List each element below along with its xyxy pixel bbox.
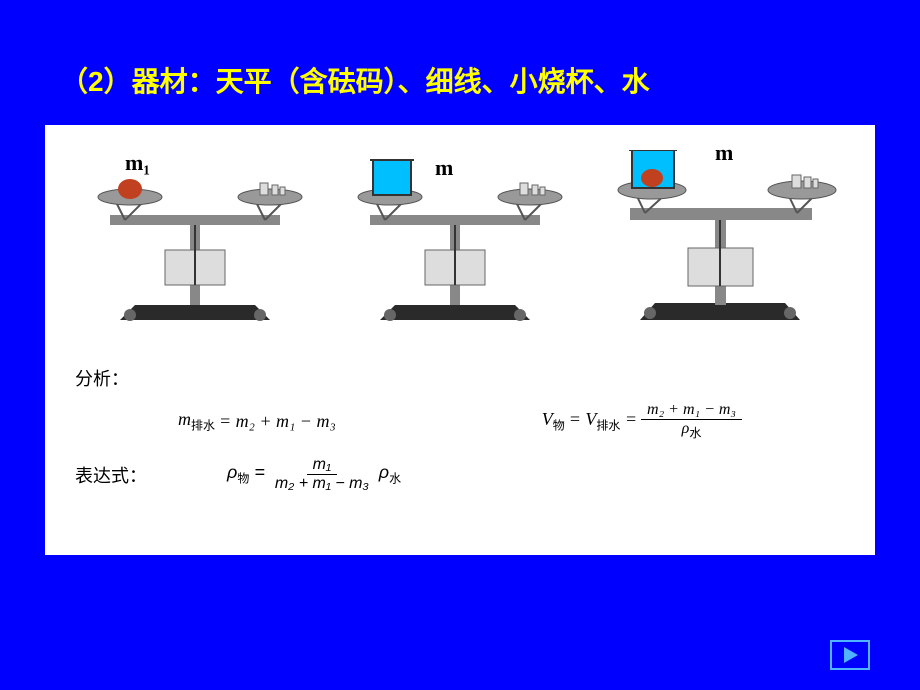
scale-2-label: m xyxy=(435,155,453,181)
scales-row: m₁ xyxy=(55,135,865,325)
content-panel: m₁ xyxy=(45,125,875,555)
formula-row-1: m排水 = m₂ + m₁ − m₃ V物 = V排水 = m₂ + m₁ − … xyxy=(75,401,845,441)
expression-label: 表达式： xyxy=(75,462,147,488)
formula-v-object: V物 = V排水 = m₂ + m₁ − m₃ ρ水 xyxy=(542,401,742,441)
balance-scale-icon xyxy=(80,155,310,325)
scale-2: m xyxy=(340,155,570,325)
scale-1-label: m₁ xyxy=(125,150,150,176)
analysis-label: 分析： xyxy=(75,365,845,391)
next-button[interactable] xyxy=(830,640,870,670)
formula-rho-object: ρ物 = m₁ m₂ + m₁ − m₃ ρ水 xyxy=(227,456,401,493)
formula-m-displaced: m排水 = m₂ + m₁ − m₃ xyxy=(178,409,336,434)
balance-scale-icon xyxy=(600,150,840,325)
play-icon xyxy=(840,645,860,665)
scale-3: m xyxy=(600,150,840,325)
analysis-section: 分析： m排水 = m₂ + m₁ − m₃ V物 = V排水 = m₂ + m… xyxy=(55,325,865,493)
expression-row: 表达式： ρ物 = m₁ m₂ + m₁ − m₃ ρ水 xyxy=(75,456,845,493)
page-title: （2）器材：天平（含砝码）、细线、小烧杯、水 xyxy=(0,0,920,100)
balance-scale-icon xyxy=(340,155,570,325)
scale-3-label: m xyxy=(715,140,733,166)
scale-1: m₁ xyxy=(80,155,310,325)
